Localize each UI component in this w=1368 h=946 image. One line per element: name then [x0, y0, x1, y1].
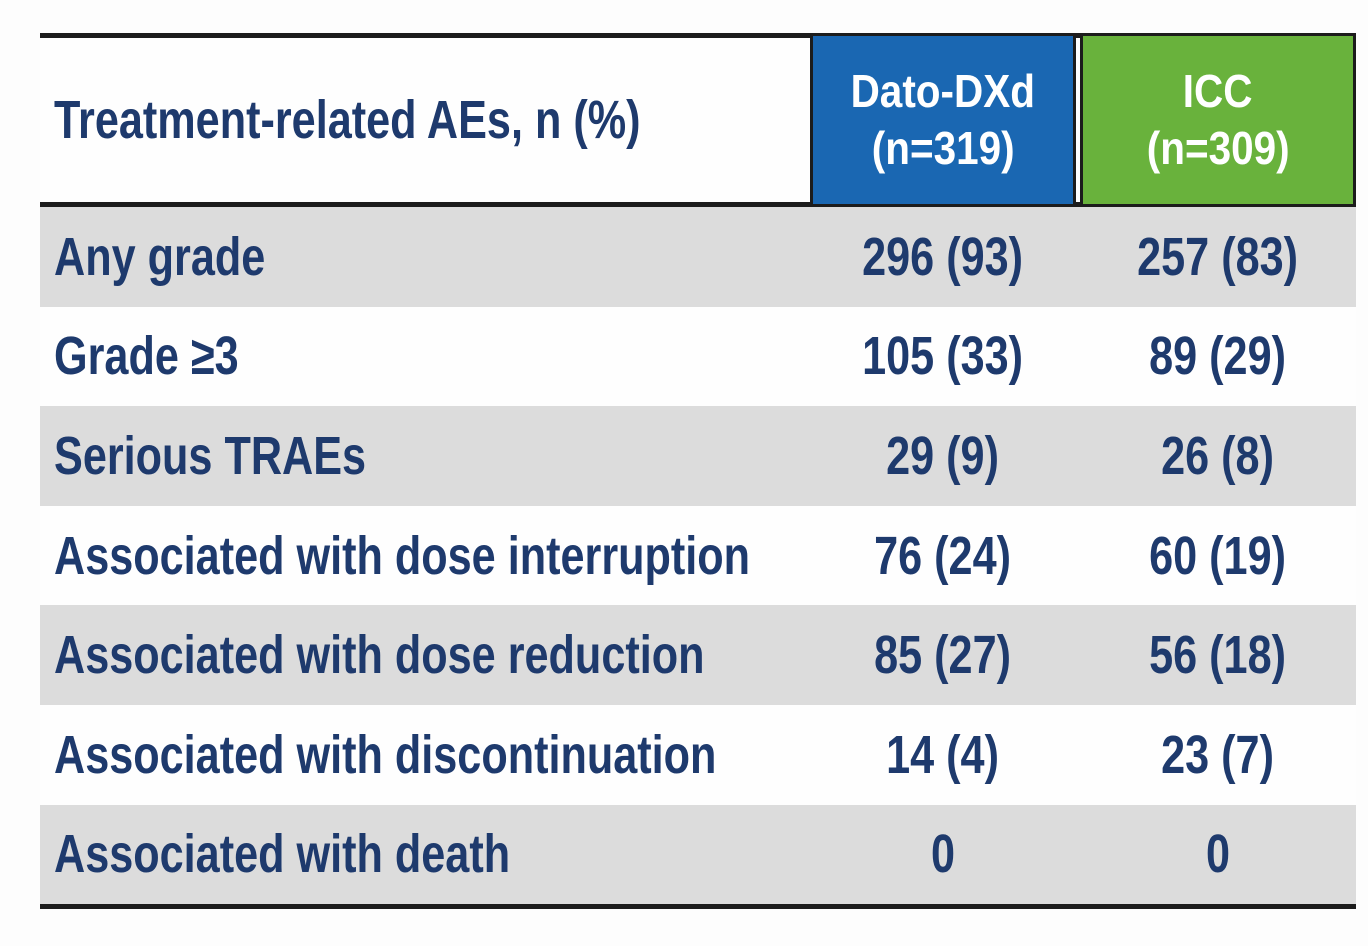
row-label-text: Any grade: [54, 226, 266, 287]
table-row-discontinuation: Associated with discontinuation 14 (4) 2…: [40, 704, 1356, 805]
header-cell-label: Treatment-related AEs, n (%): [40, 33, 810, 207]
icc-value-cell: 89 (29): [1080, 325, 1356, 387]
row-label: Grade ≥3: [40, 325, 810, 387]
table-row-dose-interruption: Associated with dose interruption 76 (24…: [40, 505, 1356, 606]
row-label: Any grade: [40, 226, 810, 288]
icc-value: 60 (19): [1149, 525, 1287, 586]
icc-header-line2: (n=309): [1146, 122, 1290, 174]
table-row-serious-traes: Serious TRAEs 29 (9) 26 (8): [40, 406, 1356, 506]
row-label-text: Associated with dose reduction: [54, 625, 705, 686]
dato-value: 0: [930, 824, 956, 885]
dato-value-cell: 76 (24): [810, 525, 1076, 587]
row-label: Associated with discontinuation: [40, 724, 810, 786]
dato-value-cell: 29 (9): [810, 425, 1076, 487]
table-row-grade-ge3: Grade ≥3 105 (33) 89 (29): [40, 306, 1356, 407]
row-label: Associated with death: [40, 823, 810, 885]
dato-value: 29 (9): [886, 425, 1000, 486]
row-label: Associated with dose reduction: [40, 624, 810, 686]
table-row-dose-reduction: Associated with dose reduction 85 (27) 5…: [40, 605, 1356, 705]
icc-value: 89 (29): [1149, 326, 1287, 387]
table-title: Treatment-related AEs, n (%): [54, 90, 641, 150]
dato-value: 85 (27): [874, 625, 1012, 686]
dato-value-cell: 85 (27): [810, 624, 1076, 686]
dato-dxd-header-line2: (n=319): [871, 122, 1015, 174]
dato-value: 296 (93): [862, 226, 1024, 287]
dato-value-cell: 296 (93): [810, 226, 1076, 288]
table-body: Any grade 296 (93) 257 (83) Grade ≥3 105…: [40, 207, 1356, 910]
icc-value: 56 (18): [1149, 625, 1287, 686]
icc-value-cell: 23 (7): [1080, 724, 1356, 786]
header-cell-icc: ICC (n=309): [1080, 33, 1356, 207]
icc-value-cell: 56 (18): [1080, 624, 1356, 686]
icc-value: 257 (83): [1137, 226, 1299, 287]
row-label-text: Serious TRAEs: [54, 425, 367, 486]
icc-value: 26 (8): [1161, 425, 1275, 486]
icc-value: 0: [1205, 824, 1231, 885]
icc-value-cell: 26 (8): [1080, 425, 1356, 487]
icc-value: 23 (7): [1161, 724, 1275, 785]
row-label-text: Associated with discontinuation: [54, 724, 717, 785]
dato-value: 105 (33): [862, 326, 1024, 387]
row-label: Associated with dose interruption: [40, 525, 810, 587]
treatment-related-aes-table: Treatment-related AEs, n (%) Dato-DXd (n…: [40, 33, 1356, 910]
icc-value-cell: 257 (83): [1080, 226, 1356, 288]
table-header-row: Treatment-related AEs, n (%) Dato-DXd (n…: [40, 33, 1356, 207]
row-label-text: Associated with dose interruption: [54, 525, 751, 586]
dato-value-cell: 0: [810, 823, 1076, 885]
dato-value-cell: 105 (33): [810, 325, 1076, 387]
dato-value-cell: 14 (4): [810, 724, 1076, 786]
header-column-gap: [1076, 33, 1080, 207]
row-label: Serious TRAEs: [40, 425, 810, 487]
dato-dxd-header-line1: Dato-DXd: [850, 64, 1036, 117]
table-row-death: Associated with death 0 0: [40, 804, 1356, 905]
dato-value: 76 (24): [874, 525, 1012, 586]
header-cell-dato-dxd: Dato-DXd (n=319): [810, 33, 1076, 207]
row-label-text: Grade ≥3: [54, 326, 239, 387]
icc-value-cell: 60 (19): [1080, 525, 1356, 587]
icc-value-cell: 0: [1080, 823, 1356, 885]
icc-header-line1: ICC: [1183, 64, 1253, 117]
row-label-text: Associated with death: [54, 824, 511, 885]
table-row-any-grade: Any grade 296 (93) 257 (83): [40, 207, 1356, 307]
dato-value: 14 (4): [886, 724, 1000, 785]
